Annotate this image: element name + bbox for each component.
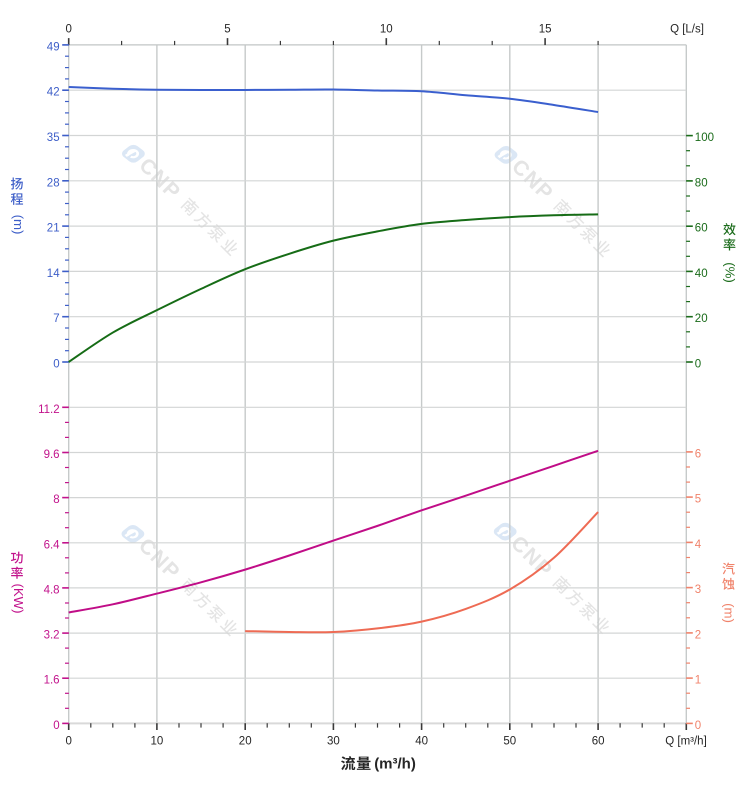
svg-text:6: 6 [695,448,701,460]
svg-text:1.6: 1.6 [44,675,60,687]
svg-text:28: 28 [47,177,60,189]
svg-text:(m): (m) [722,603,737,623]
svg-text:0: 0 [65,736,71,748]
svg-text:40: 40 [695,268,708,280]
svg-text:30: 30 [327,736,340,748]
svg-text:0: 0 [53,720,59,732]
svg-text:5: 5 [224,23,230,35]
svg-text:0: 0 [695,720,701,732]
svg-text:42: 42 [47,87,60,99]
svg-text:15: 15 [539,23,552,35]
svg-text:3.2: 3.2 [44,630,60,642]
svg-text:0: 0 [53,359,59,371]
svg-text:8: 8 [53,494,59,506]
svg-text:0: 0 [695,359,701,371]
svg-text:11.2: 11.2 [38,404,60,416]
svg-text:Q [m³/h]: Q [m³/h] [665,736,707,748]
svg-text:2: 2 [695,629,701,641]
svg-text:4: 4 [695,539,702,551]
svg-text:21: 21 [47,223,60,235]
svg-text:6.4: 6.4 [44,539,61,551]
svg-text:(m³/h): (m³/h) [374,756,416,773]
svg-text:10: 10 [380,23,393,35]
svg-text:Q [L/s]: Q [L/s] [670,23,704,35]
svg-text:10: 10 [151,736,164,748]
svg-text:(m): (m) [11,215,26,235]
svg-text:1: 1 [695,675,701,687]
svg-text:0: 0 [65,23,71,35]
svg-text:60: 60 [592,736,605,748]
svg-text:3: 3 [695,584,701,596]
svg-text:7: 7 [53,313,59,325]
svg-text:60: 60 [695,223,708,235]
svg-text:50: 50 [503,736,516,748]
svg-text:4.8: 4.8 [44,584,60,596]
svg-text:35: 35 [47,132,60,144]
svg-text:5: 5 [695,494,701,506]
svg-text:20: 20 [695,313,708,325]
svg-text:14: 14 [47,268,60,280]
svg-text:(KW): (KW) [11,583,26,613]
svg-text:20: 20 [239,736,252,748]
svg-text:(%): (%) [723,262,738,283]
svg-text:80: 80 [695,177,708,189]
svg-text:9.6: 9.6 [44,449,60,461]
svg-text:40: 40 [415,736,428,748]
svg-text:49: 49 [47,41,60,53]
svg-text:100: 100 [695,132,714,144]
